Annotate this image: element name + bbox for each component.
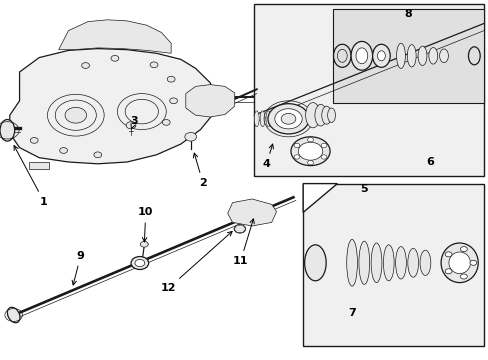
Ellipse shape [350, 41, 372, 70]
Polygon shape [185, 85, 234, 117]
Circle shape [30, 138, 38, 143]
Ellipse shape [290, 137, 329, 166]
Circle shape [444, 252, 451, 257]
Ellipse shape [407, 45, 415, 67]
Ellipse shape [234, 225, 245, 233]
Ellipse shape [277, 111, 282, 127]
Circle shape [169, 98, 177, 104]
Polygon shape [59, 20, 171, 53]
Ellipse shape [321, 106, 331, 124]
Ellipse shape [298, 142, 322, 160]
Circle shape [469, 260, 476, 265]
Ellipse shape [372, 44, 389, 67]
Text: 2: 2 [193, 153, 206, 188]
Ellipse shape [383, 245, 393, 281]
Ellipse shape [440, 243, 477, 283]
Ellipse shape [271, 111, 276, 127]
Circle shape [321, 155, 326, 159]
Circle shape [293, 155, 299, 159]
Polygon shape [10, 49, 215, 164]
Circle shape [321, 143, 326, 148]
Ellipse shape [439, 49, 447, 63]
Text: 12: 12 [161, 231, 232, 293]
Ellipse shape [395, 247, 406, 279]
Text: 10: 10 [138, 207, 153, 242]
Circle shape [140, 242, 148, 247]
Ellipse shape [358, 241, 369, 284]
Circle shape [94, 152, 102, 158]
Text: 5: 5 [360, 184, 367, 194]
Ellipse shape [260, 111, 264, 127]
Circle shape [126, 122, 136, 129]
Ellipse shape [274, 109, 302, 129]
Circle shape [65, 107, 86, 123]
Ellipse shape [417, 46, 426, 66]
Circle shape [111, 55, 119, 61]
Circle shape [162, 120, 170, 125]
Ellipse shape [7, 307, 20, 323]
Circle shape [307, 161, 313, 165]
Text: 11: 11 [232, 219, 254, 266]
Circle shape [184, 132, 196, 141]
Ellipse shape [0, 120, 15, 141]
Text: 3: 3 [130, 116, 138, 129]
Bar [303, 184, 483, 346]
Ellipse shape [281, 113, 295, 124]
Circle shape [293, 143, 299, 148]
Text: 7: 7 [347, 308, 355, 318]
Ellipse shape [135, 260, 144, 267]
Ellipse shape [448, 252, 469, 274]
Ellipse shape [377, 51, 385, 61]
Circle shape [150, 62, 158, 68]
Ellipse shape [267, 104, 308, 134]
Ellipse shape [407, 248, 418, 277]
Ellipse shape [346, 239, 357, 286]
Circle shape [444, 269, 451, 274]
Circle shape [307, 138, 313, 142]
Circle shape [460, 247, 467, 252]
Ellipse shape [283, 111, 288, 127]
Ellipse shape [314, 104, 326, 126]
Polygon shape [234, 225, 245, 233]
Ellipse shape [305, 103, 320, 128]
Circle shape [60, 148, 67, 153]
Bar [254, 4, 483, 176]
Circle shape [460, 274, 467, 279]
Ellipse shape [254, 111, 259, 127]
Ellipse shape [370, 243, 381, 283]
Polygon shape [227, 199, 276, 226]
Circle shape [167, 76, 175, 82]
Ellipse shape [304, 245, 325, 281]
Text: 6: 6 [426, 157, 433, 167]
Ellipse shape [419, 250, 430, 275]
Text: 4: 4 [262, 144, 273, 169]
Bar [332, 9, 483, 103]
Bar [29, 162, 49, 169]
Ellipse shape [428, 48, 437, 64]
Circle shape [81, 63, 89, 68]
Text: 9: 9 [72, 251, 84, 285]
Ellipse shape [396, 43, 405, 68]
Text: 1: 1 [14, 145, 48, 207]
Ellipse shape [265, 111, 270, 127]
Ellipse shape [355, 48, 367, 64]
Text: 8: 8 [404, 9, 411, 19]
Ellipse shape [327, 108, 335, 122]
Ellipse shape [131, 257, 148, 270]
Polygon shape [303, 184, 337, 212]
